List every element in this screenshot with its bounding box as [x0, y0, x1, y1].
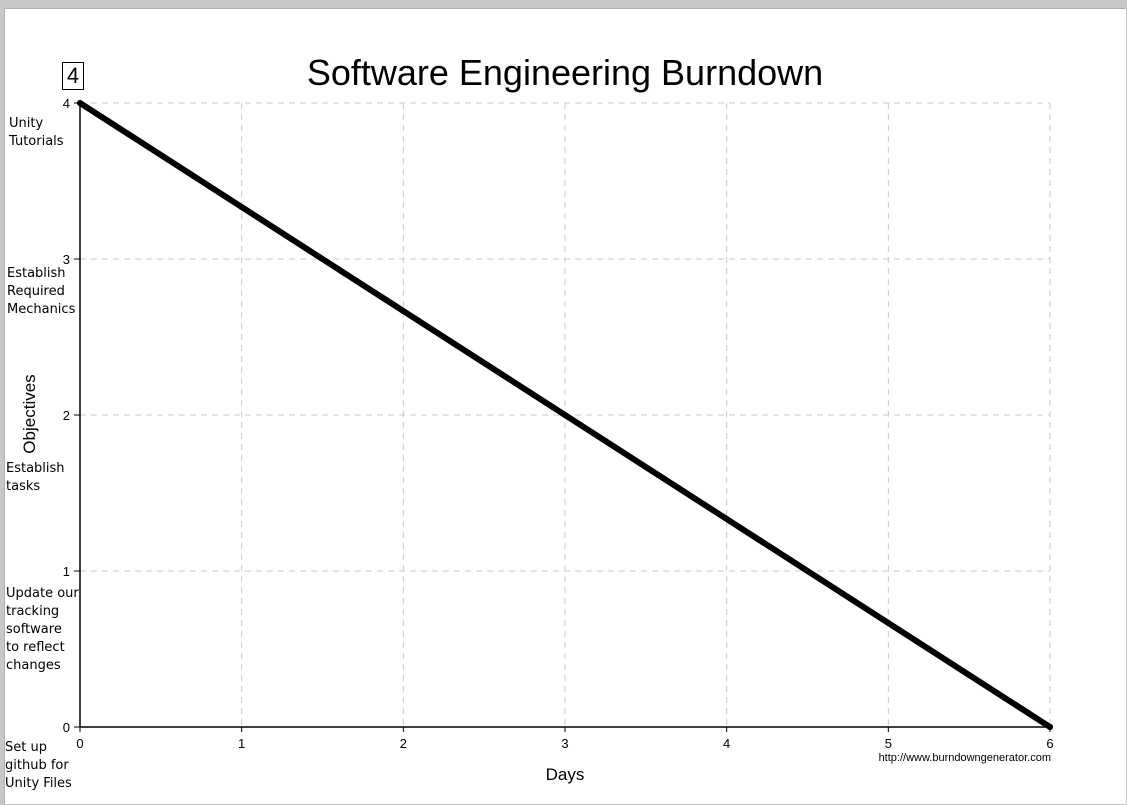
- x-tick-label: 3: [561, 736, 568, 751]
- x-tick-label: 0: [76, 736, 83, 751]
- x-tick-label: 1: [238, 736, 245, 751]
- data-point: [562, 412, 568, 418]
- y-tick-label: 0: [63, 720, 70, 735]
- burndown-chart: 0 1 2 3 4 5 6 0 1 2 3 4 Software Engineering Burndo…: [20, 52, 1054, 784]
- data-point: [1047, 724, 1053, 730]
- objective-count-badge: 4: [62, 62, 84, 90]
- axes: [74, 102, 1051, 732]
- y-tick-label: 2: [63, 408, 70, 423]
- chart-page: 0 1 2 3 4 5 6 0 1 2 3 4 Software Engineering Burndo…: [4, 8, 1126, 804]
- note-update-tracking: Update our tracking software to reflect …: [6, 586, 79, 673]
- y-tick-label: 3: [63, 252, 70, 267]
- x-axis-label: Days: [546, 765, 585, 784]
- note-establish-mechanics: Establish Required Mechanics: [7, 266, 76, 317]
- data-point: [400, 307, 407, 314]
- data-point: [77, 100, 83, 106]
- generator-credit: http://www.burndowngenerator.com: [878, 752, 1051, 764]
- data-point: [885, 619, 892, 626]
- note-establish-tasks: Establish tasks: [6, 461, 65, 494]
- y-tick-label: 4: [63, 96, 70, 111]
- chart-title: Software Engineering Burndown: [307, 52, 823, 93]
- x-tick-label: 2: [400, 736, 407, 751]
- data-point: [238, 204, 245, 211]
- grid: [80, 102, 1051, 727]
- note-setup-github: Set up github for Unity Files: [5, 740, 72, 791]
- y-tick-label: 1: [63, 564, 70, 579]
- x-tick-label: 5: [885, 736, 892, 751]
- data-point: [723, 516, 730, 523]
- x-tick-label: 4: [723, 736, 730, 751]
- series-layer: [77, 100, 1053, 730]
- x-tick-label: 6: [1046, 736, 1053, 751]
- tick-labels: 0 1 2 3 4 5 6 0 1 2 3 4: [63, 96, 1054, 751]
- y-axis-label: Objectives: [20, 374, 39, 453]
- note-unity-tutorials: Unity Tutorials: [9, 116, 64, 149]
